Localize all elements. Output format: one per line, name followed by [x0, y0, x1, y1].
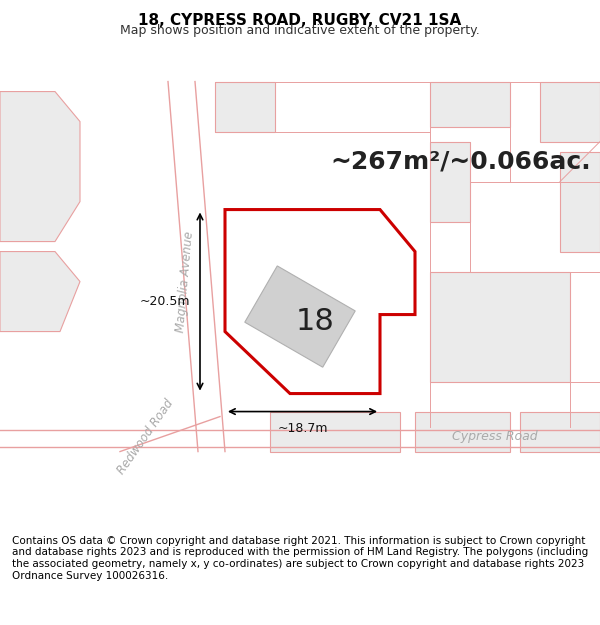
- Polygon shape: [560, 151, 600, 251]
- Polygon shape: [0, 91, 80, 241]
- Text: ~18.7m: ~18.7m: [277, 421, 328, 434]
- Polygon shape: [540, 81, 600, 141]
- Text: Map shows position and indicative extent of the property.: Map shows position and indicative extent…: [120, 24, 480, 37]
- Text: 18: 18: [296, 307, 334, 336]
- Text: ~20.5m: ~20.5m: [139, 295, 190, 308]
- Polygon shape: [215, 81, 275, 131]
- Text: Contains OS data © Crown copyright and database right 2021. This information is : Contains OS data © Crown copyright and d…: [12, 536, 588, 581]
- Text: 18, CYPRESS ROAD, RUGBY, CV21 1SA: 18, CYPRESS ROAD, RUGBY, CV21 1SA: [139, 12, 461, 28]
- Polygon shape: [225, 209, 415, 394]
- Polygon shape: [245, 266, 355, 368]
- Polygon shape: [430, 141, 470, 221]
- Polygon shape: [430, 81, 510, 126]
- Polygon shape: [520, 411, 600, 451]
- Text: Redwood Road: Redwood Road: [115, 397, 176, 476]
- Polygon shape: [415, 411, 510, 451]
- Text: ~267m²/~0.066ac.: ~267m²/~0.066ac.: [330, 149, 590, 174]
- Text: Cypress Road: Cypress Road: [452, 430, 538, 443]
- Polygon shape: [0, 251, 80, 331]
- Polygon shape: [270, 411, 400, 451]
- Text: Magnolia Avenue: Magnolia Avenue: [174, 231, 196, 332]
- Polygon shape: [430, 271, 570, 381]
